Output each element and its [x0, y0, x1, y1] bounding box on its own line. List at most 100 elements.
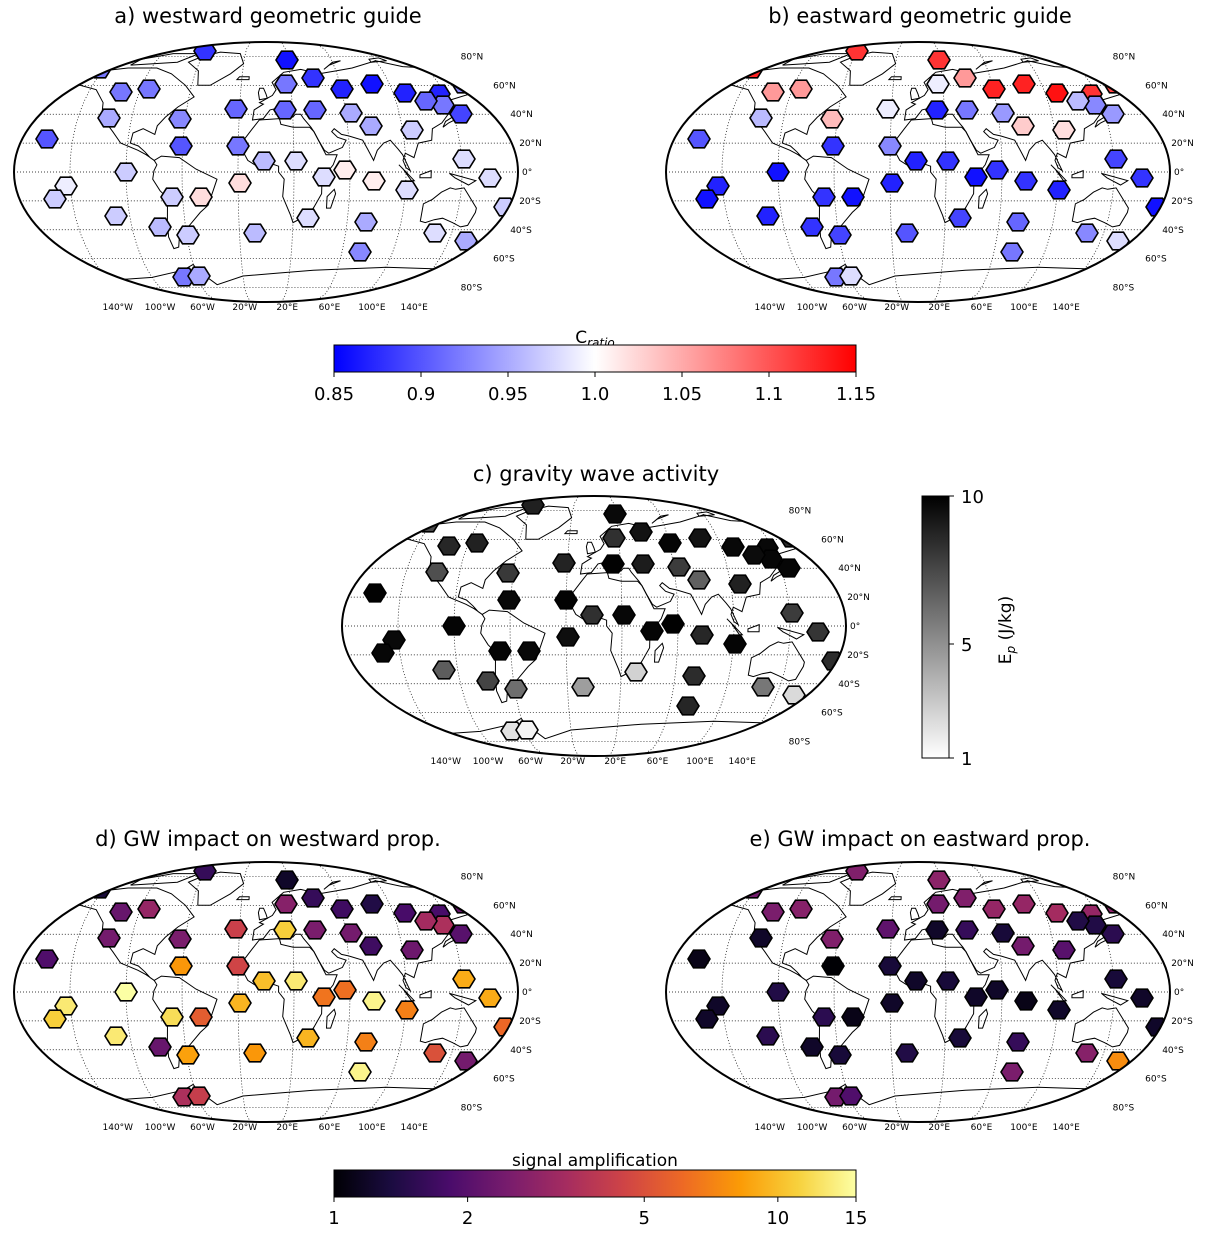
lat-label: 20°N: [847, 593, 870, 603]
map-panel-c: 80°N 60°N 40°N 20°N 0° 20°S 40°S 60°S 80°S 140°W 1…: [341, 495, 870, 767]
station-hexagon: [360, 74, 384, 94]
map-border-d: [13, 861, 519, 1123]
lon-label: 100°W: [473, 757, 504, 767]
lat-label: 40°S: [510, 1046, 532, 1056]
lat-label: 80°S: [789, 738, 811, 748]
station-hexagon: [452, 149, 476, 169]
station-hexagon: [1075, 223, 1099, 243]
station-hexagon: [296, 1028, 320, 1048]
station-hexagon: [927, 870, 951, 890]
station-hexagon: [1045, 903, 1069, 923]
station-hexagon: [695, 1009, 719, 1029]
lon-label: 100°E: [358, 303, 386, 313]
station-hexagon: [1106, 1051, 1130, 1071]
station-hexagon: [400, 120, 424, 140]
station-hexagon: [109, 82, 133, 102]
panel-title-e: e) GW impact on eastward prop.: [749, 827, 1091, 851]
station-hexagon: [1101, 104, 1125, 124]
station-hexagon: [1101, 924, 1125, 944]
station-hexagon: [839, 266, 863, 286]
station-hexagon: [160, 1007, 184, 1027]
map-border-e: [665, 861, 1171, 1123]
station-hexagon: [330, 899, 354, 919]
station-hexagon: [104, 206, 128, 226]
lon-label: 100°W: [797, 1123, 828, 1133]
station-hexagon: [137, 899, 161, 919]
station-hexagon: [312, 167, 336, 187]
lon-label: 100°E: [358, 1123, 386, 1133]
lon-label: 60°W: [190, 303, 215, 313]
colorbar-amp-ticks: 1 2 5 10 15: [328, 1197, 867, 1229]
station-hexagon: [284, 151, 308, 171]
station-hexagon: [728, 574, 752, 594]
lon-label: 20°W: [884, 1123, 909, 1133]
station-hexagon: [423, 1043, 447, 1063]
stations-c: [342, 496, 845, 741]
station-hexagon: [301, 68, 325, 88]
station-hexagon: [789, 79, 813, 99]
station-hexagon: [690, 625, 714, 645]
station-hexagon: [176, 1045, 200, 1065]
colorbar-amp: signal amplification 1 2 5 10 15: [328, 1151, 867, 1229]
colorbar-amp-tick: 1: [328, 1208, 339, 1229]
lat-label: 60°N: [493, 901, 516, 911]
colorbar-ep-title: Ep (J/kg): [996, 596, 1018, 664]
station-hexagon: [363, 583, 387, 603]
station-hexagon: [26, 1053, 50, 1073]
lon-label: 60°E: [971, 303, 993, 313]
station-hexagon: [359, 936, 383, 956]
station-hexagon: [964, 987, 988, 1007]
station-hexagon: [1014, 991, 1038, 1011]
station-hexagon: [168, 929, 192, 949]
lat-label: 60°N: [1145, 901, 1168, 911]
station-hexagon: [955, 920, 979, 940]
lat-label: 60°S: [493, 1075, 515, 1085]
station-hexagon: [580, 605, 604, 625]
station-hexagon: [676, 696, 700, 716]
station-hexagon: [301, 888, 325, 908]
station-hexagon: [839, 1086, 863, 1106]
lat-label: 60°S: [821, 709, 843, 719]
station-hexagon: [812, 187, 836, 207]
station-hexagon: [393, 903, 417, 923]
station-hexagon: [667, 557, 691, 577]
station-hexagon: [104, 1026, 128, 1046]
station-hexagon: [571, 677, 595, 697]
station-hexagon: [780, 603, 804, 623]
station-hexagon: [926, 74, 950, 94]
station-hexagon: [552, 553, 576, 573]
lat-label: 20°S: [519, 1017, 541, 1027]
station-hexagon: [187, 266, 211, 286]
lon-label: 140°W: [431, 757, 462, 767]
lat-label: 60°N: [493, 81, 516, 91]
station-hexagon: [841, 1007, 865, 1027]
colorbar-ratio-tick: 1.05: [662, 384, 702, 405]
station-hexagon: [274, 74, 298, 94]
lon-label: 60°E: [647, 757, 669, 767]
station-hexagon: [682, 666, 706, 686]
station-hexagon: [274, 894, 298, 914]
lon-label: 60°E: [319, 1123, 341, 1133]
lat-label: 0°: [522, 168, 532, 178]
station-hexagon: [800, 1037, 824, 1057]
lon-label: 20°W: [884, 303, 909, 313]
station-hexagon: [1106, 231, 1130, 251]
station-hexagon: [925, 100, 949, 120]
map-body-c: [342, 496, 846, 756]
colorbar-ratio-tick: 1.0: [581, 384, 610, 405]
lat-label: 40°S: [1162, 226, 1184, 236]
lat-label: 80°S: [1113, 1104, 1135, 1114]
station-hexagon: [761, 82, 785, 102]
station-hexagon: [955, 100, 979, 120]
station-hexagon: [925, 920, 949, 940]
colorbar-ratio-tick: 1.15: [836, 384, 876, 405]
lon-label: 60°W: [842, 1123, 867, 1133]
station-hexagon: [777, 558, 801, 578]
station-hexagon: [821, 956, 845, 976]
station-hexagon: [603, 504, 627, 524]
lat-label: 60°S: [493, 255, 515, 265]
station-hexagon: [360, 894, 384, 914]
station-hexagon: [985, 980, 1009, 1000]
lon-label: 20°W: [232, 1123, 257, 1133]
ep-tick-5: 5: [961, 635, 972, 656]
